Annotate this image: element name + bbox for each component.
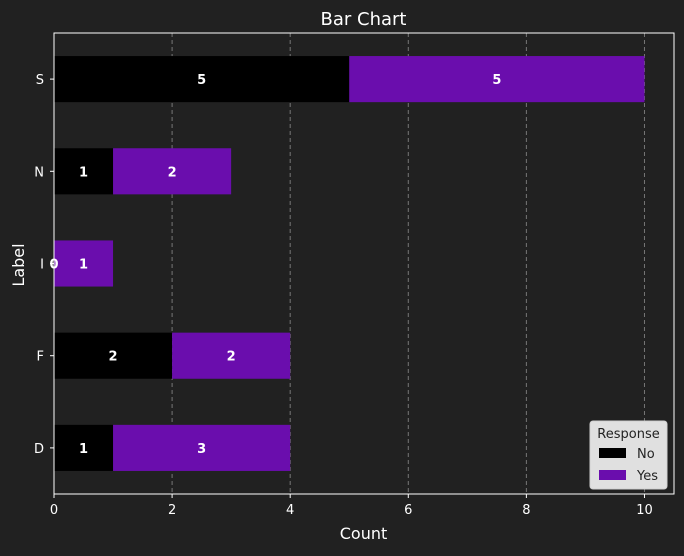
y-tick-label: D xyxy=(34,442,44,457)
chart-title: Bar Chart xyxy=(321,9,407,30)
x-tick-label: 10 xyxy=(636,503,653,518)
bar-no xyxy=(54,332,173,379)
y-tick-label: I xyxy=(40,258,44,273)
x-tick-label: 0 xyxy=(50,503,58,518)
bar-value-label: 1 xyxy=(79,165,88,180)
x-tick-label: 2 xyxy=(168,503,176,518)
legend: Response No Yes xyxy=(589,420,668,490)
y-tick-label: F xyxy=(37,350,44,365)
x-axis-label: Count xyxy=(340,524,388,543)
bar-value-label: 3 xyxy=(197,442,206,457)
legend-label: No xyxy=(637,447,655,462)
legend-entries: No Yes xyxy=(599,447,658,484)
legend-title: Response xyxy=(597,427,659,442)
bar-value-label: 5 xyxy=(197,73,206,88)
y-axis-ticks: S N I F D xyxy=(34,73,54,457)
bar-yes xyxy=(113,148,232,195)
legend-swatch xyxy=(599,448,626,458)
x-tick-label: 6 xyxy=(404,503,412,518)
bar-value-label: 1 xyxy=(79,442,88,457)
bar-yes xyxy=(113,424,291,471)
y-tick-label: S xyxy=(36,73,44,88)
bars xyxy=(54,56,645,471)
y-tick-label: N xyxy=(34,165,44,180)
bar-yes xyxy=(172,332,291,379)
x-tick-label: 8 xyxy=(522,503,530,518)
bar-value-label: 5 xyxy=(492,73,501,88)
bar-no xyxy=(54,424,114,471)
bar-no xyxy=(54,148,114,195)
y-axis-label: Label xyxy=(9,243,28,286)
bar-value-label: 2 xyxy=(168,165,177,180)
x-axis-ticks: 0 2 4 6 8 10 xyxy=(50,494,653,518)
bar-value-label: 2 xyxy=(109,350,118,365)
bar-value-label: 2 xyxy=(227,350,236,365)
bar-no xyxy=(54,56,350,103)
legend-label: Yes xyxy=(636,469,658,484)
bar-yes xyxy=(54,240,114,287)
legend-swatch xyxy=(599,470,626,480)
bar-value-label: 1 xyxy=(79,258,88,273)
bar-yes xyxy=(349,56,645,103)
x-tick-label: 4 xyxy=(286,503,294,518)
